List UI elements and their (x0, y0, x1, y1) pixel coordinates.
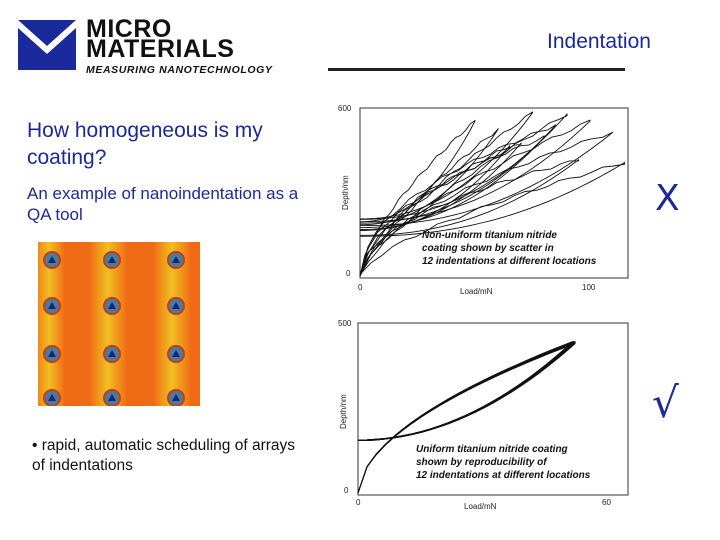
chart2-frame (357, 322, 629, 496)
chart1-ylabel: Depth/nm (341, 175, 350, 210)
indent-triangle (172, 350, 180, 357)
chart2-curves (357, 340, 576, 494)
indent-mark (103, 297, 121, 315)
chart1-curve (359, 127, 499, 277)
logo-envelope-icon (18, 20, 76, 70)
chart1-curve (359, 158, 579, 276)
indent-mark (167, 389, 185, 406)
indent-triangle (108, 302, 116, 309)
chart2-xlabel: Load/mN (464, 502, 497, 511)
chart1-curve (359, 124, 556, 277)
chart2-curve (357, 342, 576, 494)
indent-triangle (48, 350, 56, 357)
chart2-annotation-line2: shown by reproducibility of (416, 457, 548, 468)
chart-nonuniform: 600 0 0 100 Load/mN Depth/nm Non-uniform… (338, 104, 629, 296)
chart1-curve (359, 144, 510, 275)
indent-mark (43, 297, 61, 315)
indent-mark (103, 345, 121, 363)
bullet-text: • rapid, automatic scheduling of arrays … (32, 437, 296, 474)
header-divider (328, 68, 625, 71)
logo-text-line2: MATERIALS (86, 35, 235, 63)
chart2-ylabel: Depth/nm (339, 394, 348, 429)
chart1-annotation-line2: coating shown by scatter in (422, 243, 554, 254)
indent-mark (167, 345, 185, 363)
subtitle-text: An example of nanoindentation as a QA to… (27, 184, 299, 224)
chart1-xlabel: Load/mN (460, 287, 493, 296)
indent-mark (43, 345, 61, 363)
indent-mark (43, 389, 61, 406)
main-question: How homogeneous is my coating? (27, 119, 263, 169)
indent-triangle (108, 256, 116, 263)
chart1-curves (359, 111, 625, 277)
indent-triangle (48, 256, 56, 263)
indent-mark (167, 297, 185, 315)
chart2-annotation-line3: 12 indentations at different locations (416, 470, 591, 481)
indent-triangle (108, 394, 116, 401)
indent-mark (103, 251, 121, 269)
chart2-annotation-line1: Uniform titanium nitride coating (416, 444, 568, 455)
chart-uniform: 500 0 0 60 Load/mN Depth/nm Uniform tita… (338, 319, 629, 511)
chart1-curve (359, 161, 625, 275)
chart1-ytick-top: 600 (338, 104, 352, 113)
indent-triangle (172, 302, 180, 309)
chart2-xtick-left: 0 (356, 498, 361, 507)
indent-mark (167, 251, 185, 269)
page-title: Indentation (547, 30, 651, 53)
indent-mark (103, 389, 121, 406)
logo-tagline: MEASURING NANOTECHNOLOGY (86, 64, 273, 76)
chart2-ytick-top: 500 (338, 319, 352, 328)
chart2-curve (357, 340, 576, 494)
chart1-annotation-line3: 12 indentations at different locations (422, 256, 597, 267)
chart1-ytick-bottom: 0 (346, 269, 351, 278)
chart1-curve (359, 131, 614, 277)
indent-triangle (48, 394, 56, 401)
chart1-curve (359, 119, 476, 277)
chart1-annotation-line1: Non-uniform titanium nitride (422, 230, 557, 241)
indent-mark (43, 251, 61, 269)
indent-triangle (172, 256, 180, 263)
indent-triangle (108, 350, 116, 357)
chart1-frame (359, 107, 629, 279)
indentation-array-image (38, 242, 200, 406)
chart1-curve (359, 135, 545, 277)
logo-envelope-fold (18, 20, 76, 54)
chart2-xtick-right: 60 (602, 498, 611, 507)
fail-mark-icon: X (655, 178, 680, 219)
logo-text-line1: MICRO (86, 15, 172, 43)
chart1-xtick-right: 100 (582, 283, 596, 292)
chart1-xtick-left: 0 (358, 283, 363, 292)
indent-triangle (172, 394, 180, 401)
logo (18, 20, 76, 70)
chart2-ytick-bottom: 0 (344, 486, 349, 495)
chart1-curve (359, 111, 533, 277)
indent-triangle (48, 302, 56, 309)
pass-check-icon: √ (652, 378, 679, 427)
